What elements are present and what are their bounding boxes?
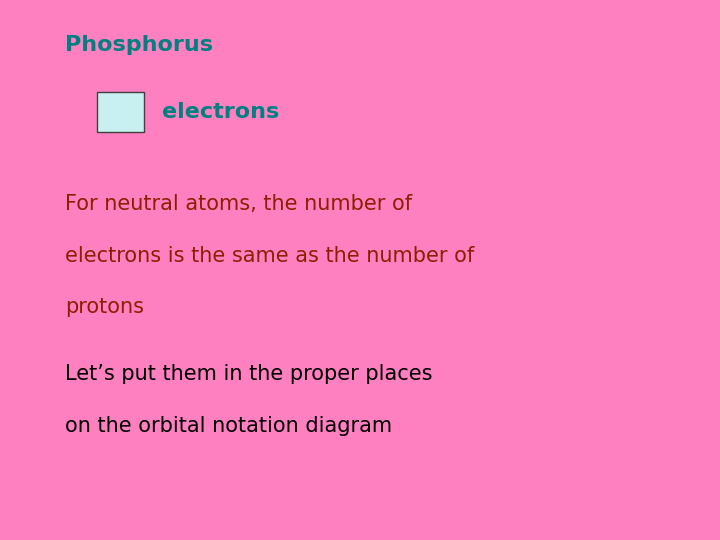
Text: Phosphorus: Phosphorus — [65, 35, 213, 55]
Text: electrons is the same as the number of: electrons is the same as the number of — [65, 246, 474, 266]
Text: Let’s put them in the proper places: Let’s put them in the proper places — [65, 364, 432, 384]
Text: electrons: electrons — [162, 102, 279, 122]
Text: on the orbital notation diagram: on the orbital notation diagram — [65, 416, 392, 436]
FancyBboxPatch shape — [97, 92, 144, 132]
Text: For neutral atoms, the number of: For neutral atoms, the number of — [65, 194, 412, 214]
Text: protons: protons — [65, 297, 144, 317]
